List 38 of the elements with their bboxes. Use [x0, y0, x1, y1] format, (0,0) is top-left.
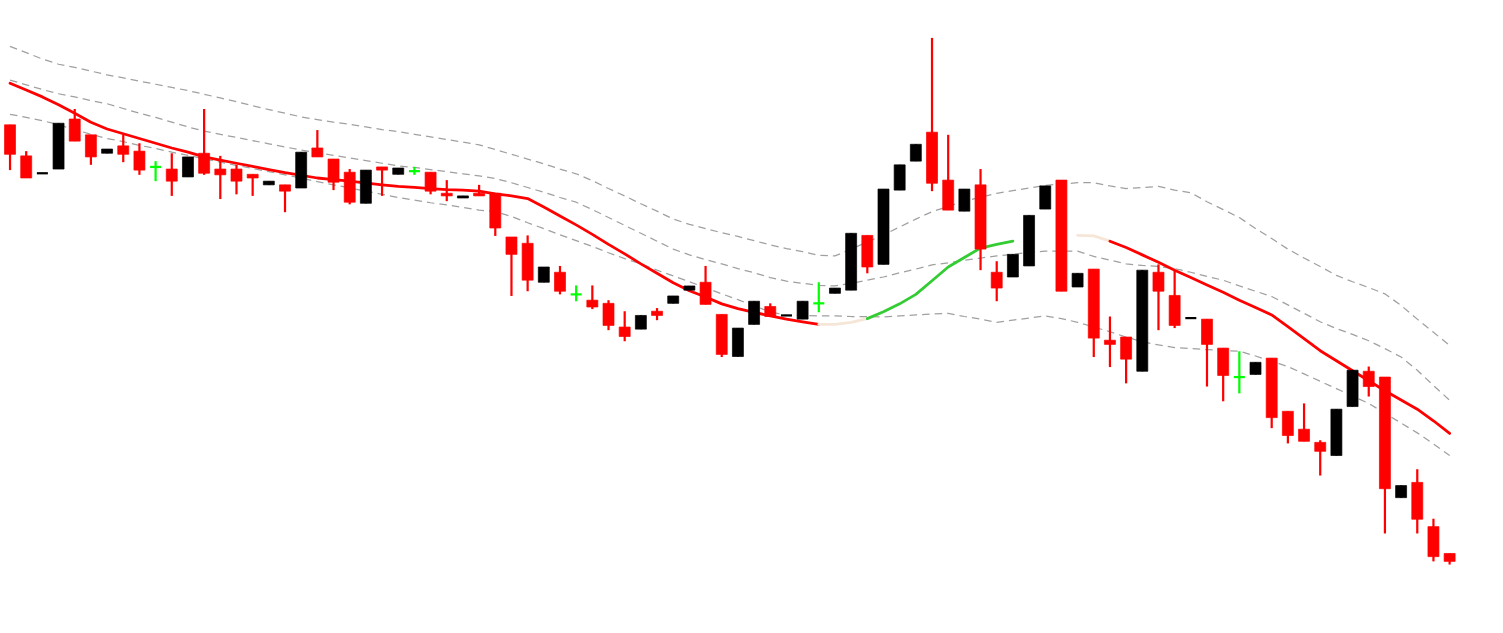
candlestick	[1007, 253, 1019, 279]
candlestick	[958, 187, 971, 213]
candlestick	[198, 107, 210, 176]
candlestick	[424, 171, 437, 196]
candlestick	[1232, 350, 1246, 395]
candlestick	[311, 128, 324, 159]
candlestick	[230, 163, 243, 196]
candlestick	[376, 165, 388, 198]
candlestick	[505, 235, 518, 298]
candlestick	[440, 178, 453, 203]
candlestick	[327, 157, 340, 192]
candlestick	[85, 133, 97, 166]
candlestick	[149, 160, 163, 183]
candlestick	[618, 310, 631, 343]
candlestick	[117, 133, 130, 164]
candlestick	[602, 299, 615, 332]
candlestick	[407, 165, 422, 176]
candlestick	[165, 152, 178, 198]
candlestick	[279, 183, 291, 214]
candlestick	[812, 281, 826, 314]
candlestick	[554, 264, 566, 296]
candlestick	[133, 142, 146, 176]
candlestick	[20, 150, 33, 180]
candlestick	[1362, 365, 1375, 398]
candlestick	[1104, 315, 1116, 369]
candlestick	[1298, 402, 1310, 443]
candlestick	[1120, 335, 1132, 385]
candlestick	[990, 260, 1003, 303]
candlestick	[1314, 439, 1327, 477]
candlestick	[699, 264, 712, 306]
candlestick	[1039, 184, 1052, 211]
candlestick	[586, 284, 599, 311]
candlestick	[1152, 263, 1165, 332]
candlestick	[68, 107, 81, 143]
candlestick	[214, 154, 227, 201]
candlestick	[748, 300, 760, 326]
candlestick	[246, 173, 259, 198]
candlestick	[182, 155, 194, 179]
